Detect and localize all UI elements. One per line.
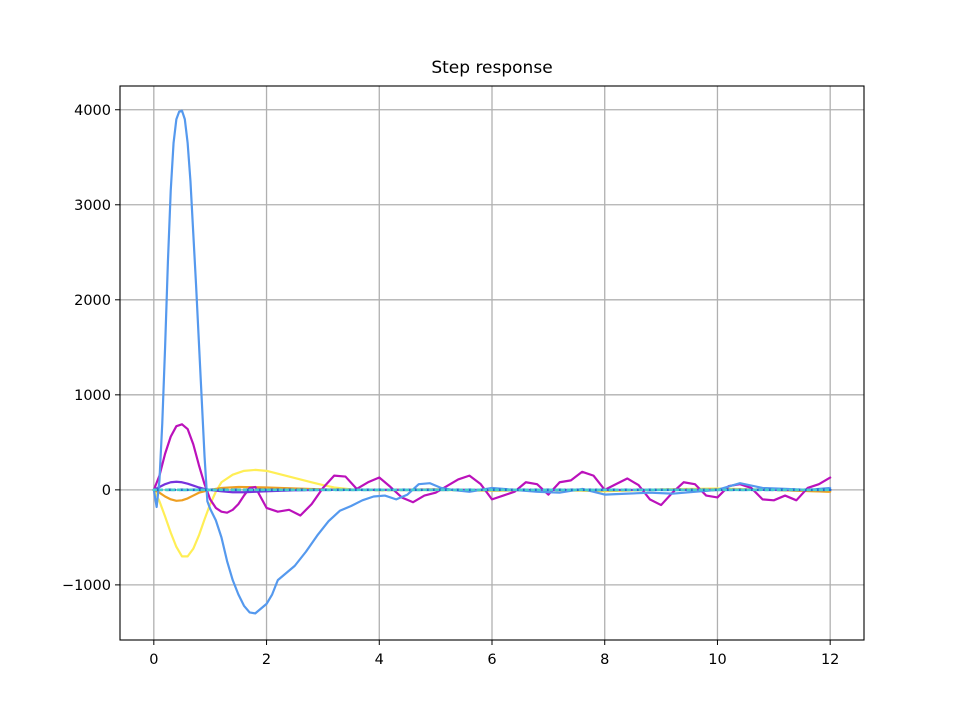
chart-title: Step response	[431, 58, 552, 78]
y-tick-label: 4000	[74, 103, 111, 119]
y-tick-label: −1000	[62, 578, 111, 594]
x-tick-label: 8	[600, 652, 609, 668]
y-tick-label: 3000	[74, 198, 111, 214]
x-tick-label: 2	[262, 652, 271, 668]
x-tick-label: 10	[708, 652, 726, 668]
y-tick-label: 1000	[74, 388, 111, 404]
axis-ticks: 0 2 4 6 8 10 12 −1000 0 1000 2000 3000 4000	[62, 103, 839, 668]
x-tick-label: 0	[149, 652, 158, 668]
x-tick-label: 4	[375, 652, 384, 668]
x-tick-label: 6	[487, 652, 496, 668]
grid-lines	[120, 86, 864, 640]
x-tick-label: 12	[821, 652, 839, 668]
series-lines	[152, 109, 832, 615]
y-tick-label: 2000	[74, 293, 111, 309]
y-tick-label: 0	[102, 483, 111, 499]
series-line-2	[152, 423, 832, 517]
